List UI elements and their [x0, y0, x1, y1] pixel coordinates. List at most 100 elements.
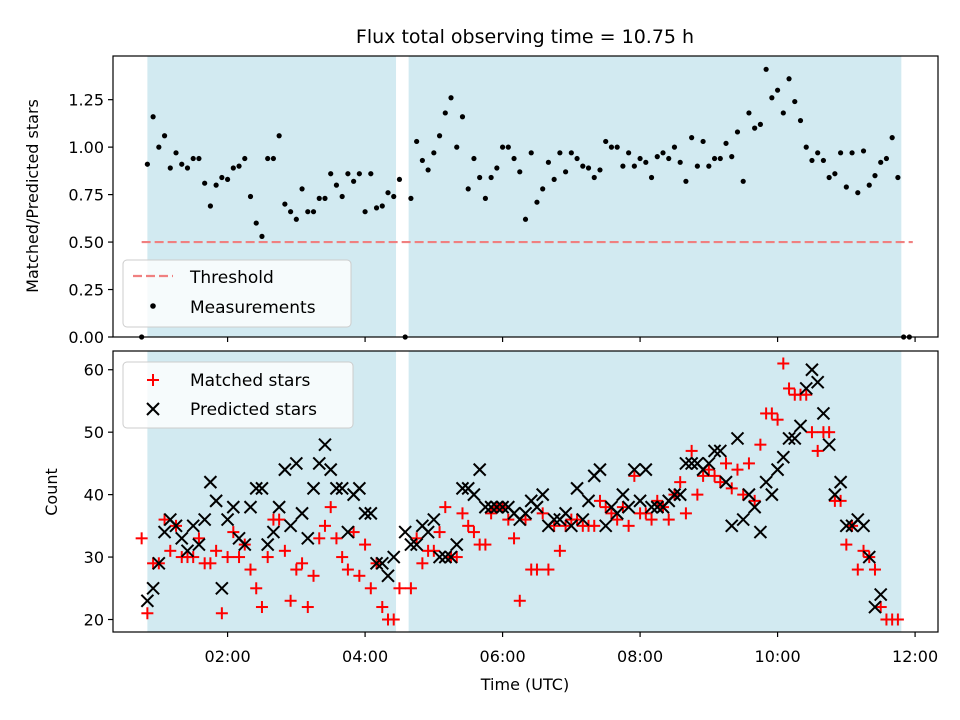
- predicted-star-point: [839, 519, 854, 533]
- matched-star-point: [628, 469, 641, 482]
- predicted-star-point: [238, 537, 252, 552]
- top-y-tick-label: 1.25: [68, 91, 104, 110]
- predicted-star-point: [530, 500, 544, 514]
- predicted-star-point: [341, 525, 355, 539]
- matched-star-point: [439, 501, 452, 514]
- matched-star-point: [519, 513, 532, 526]
- predicted-star-point: [352, 481, 367, 496]
- matched-star-point: [404, 582, 417, 595]
- top-plot-frame: [112, 55, 939, 338]
- measurement-point: [454, 144, 460, 150]
- predicted-star-point: [765, 487, 779, 502]
- measurement-point: [826, 174, 832, 181]
- top-y-tick-label: 1.00: [68, 138, 104, 157]
- predicted-star-point: [249, 481, 263, 496]
- measurement-point: [849, 150, 855, 156]
- measurement-point: [746, 110, 752, 116]
- measurement-point: [780, 110, 786, 116]
- measurement-point: [763, 66, 769, 72]
- measurement-point: [591, 174, 597, 181]
- measurement-point: [322, 195, 328, 201]
- matched-star-point: [754, 438, 767, 451]
- measurement-point: [385, 190, 391, 196]
- measurement-point: [379, 203, 385, 209]
- measurement-point: [150, 114, 156, 120]
- measurement-point: [436, 133, 443, 139]
- top-shaded-spans: [147, 56, 902, 337]
- measurement-point: [637, 155, 643, 162]
- measurement-point: [236, 163, 242, 169]
- predicted-star-point: [192, 537, 206, 552]
- measurement-point: [494, 165, 500, 171]
- measurement-point: [276, 133, 282, 139]
- measurement-point: [545, 159, 552, 165]
- measurement-point: [666, 155, 672, 162]
- top-y-tick-label: 0.00: [68, 328, 104, 347]
- measurement-point: [517, 169, 523, 175]
- measurement-point: [694, 163, 700, 169]
- predicted-star-point: [793, 419, 808, 433]
- matched-star-point: [720, 457, 733, 470]
- predicted-star-point: [782, 431, 796, 446]
- measurement-point: [196, 155, 202, 162]
- predicted-star-point: [593, 462, 607, 477]
- measurement-point: [540, 186, 546, 192]
- top-span-1: [408, 56, 902, 337]
- measurement-point: [156, 144, 162, 150]
- matched-star-point: [811, 444, 824, 457]
- matched-star-point: [158, 513, 171, 526]
- matched-star-point: [307, 569, 320, 582]
- predicted-star-point: [421, 525, 435, 539]
- matched-star-point: [336, 551, 349, 564]
- measurement-point: [482, 195, 488, 201]
- matched-legend-label: Matched stars: [190, 371, 310, 391]
- predicted-star-point: [753, 525, 768, 539]
- measurement-point: [505, 144, 511, 150]
- measurement-point: [660, 150, 666, 156]
- measurement-point: [528, 150, 534, 156]
- predicted-star-point: [266, 525, 281, 539]
- measurement-point: [471, 155, 477, 162]
- measurement-point: [792, 98, 798, 105]
- predicted-star-point: [558, 506, 573, 521]
- predicted-star-point: [364, 506, 378, 521]
- measurement-point: [270, 155, 277, 162]
- matched-star-point: [192, 532, 205, 545]
- matched-star-point: [742, 457, 755, 470]
- measurement-point: [356, 171, 362, 177]
- measurement-point: [654, 154, 660, 160]
- matched-star-point: [697, 469, 710, 482]
- matched-star-point: [278, 544, 291, 557]
- measurement-point: [442, 110, 448, 116]
- predicted-star-point: [581, 494, 596, 508]
- predicted-star-point: [375, 556, 389, 571]
- bottom-x-tick-label: 06:00: [480, 647, 526, 666]
- predicted-star-point: [856, 519, 871, 533]
- predicted-star-point: [203, 475, 218, 489]
- matched-star-point: [221, 551, 234, 564]
- measurement-point: [408, 195, 414, 201]
- predicted-star-point: [650, 500, 664, 514]
- predicted-star-point: [725, 519, 739, 533]
- predicted-star-point: [438, 550, 452, 564]
- measurement-point: [820, 157, 827, 164]
- predicted-star-point: [684, 456, 699, 471]
- matched-star-point: [433, 526, 446, 539]
- predicted-star-point: [719, 475, 733, 489]
- matched-star-point: [737, 488, 750, 501]
- measurement-point: [207, 203, 213, 209]
- matched-star-point: [210, 544, 223, 557]
- predicted-legend-label: Predicted stars: [190, 400, 317, 420]
- measurement-point: [706, 163, 712, 169]
- predicted-star-point: [742, 487, 756, 502]
- predicted-star-point: [157, 525, 172, 539]
- measurement-point: [173, 150, 179, 156]
- measurement-point: [717, 155, 723, 162]
- predicted-star-point: [822, 437, 836, 452]
- measurement-point: [333, 182, 340, 188]
- measurement-point: [769, 95, 775, 101]
- predicted-star-point: [610, 506, 624, 521]
- measurements-legend-swatch: [150, 303, 156, 309]
- matched-star-point: [141, 607, 154, 620]
- predicted-star-point: [209, 494, 223, 508]
